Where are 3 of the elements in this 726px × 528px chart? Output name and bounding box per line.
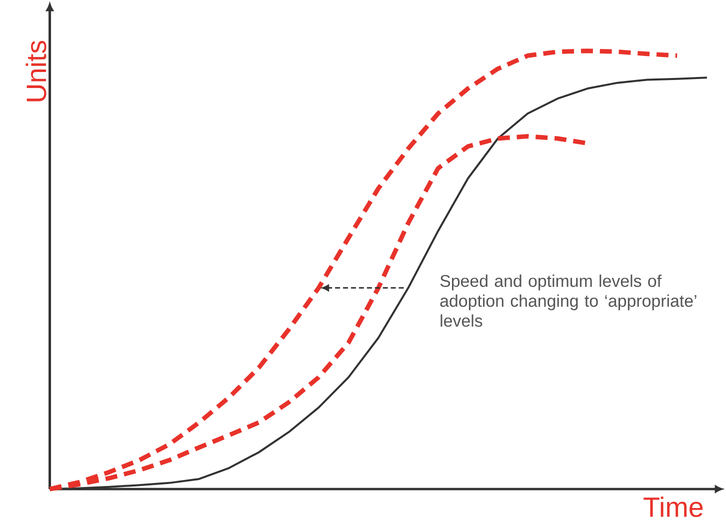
annotation: Speed and optimum levels of adoption changing to ‘appropriate’ levels [440,274,696,327]
y-axis-title: Units [26,40,46,102]
x-axis-title: Time [644,496,703,518]
